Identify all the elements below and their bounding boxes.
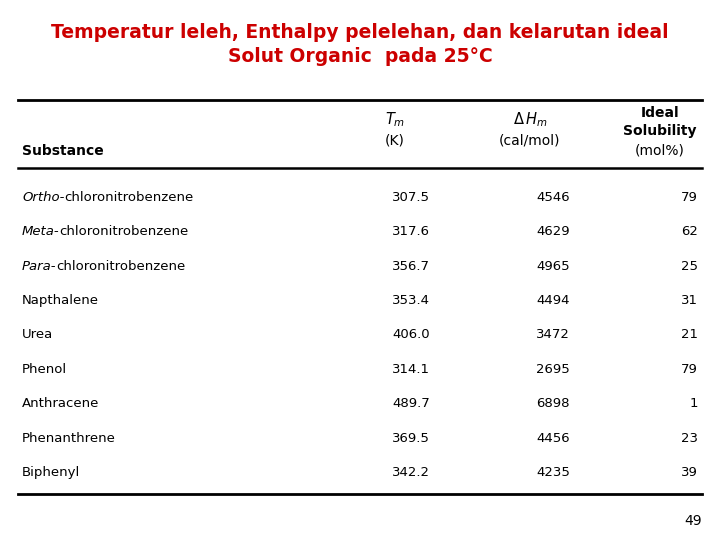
Text: 79: 79 <box>681 191 698 204</box>
Text: 4965: 4965 <box>536 260 570 273</box>
Text: 49: 49 <box>685 514 702 528</box>
Text: 406.0: 406.0 <box>392 328 430 341</box>
Text: 314.1: 314.1 <box>392 363 430 376</box>
Text: 489.7: 489.7 <box>392 397 430 410</box>
Text: 4546: 4546 <box>536 191 570 204</box>
Text: Urea: Urea <box>22 328 53 341</box>
Text: Anthracene: Anthracene <box>22 397 99 410</box>
Text: 307.5: 307.5 <box>392 191 430 204</box>
Text: chloronitrobenzene: chloronitrobenzene <box>60 225 189 238</box>
Text: 4629: 4629 <box>536 225 570 238</box>
Text: 4494: 4494 <box>536 294 570 307</box>
Text: 342.2: 342.2 <box>392 466 430 480</box>
Text: $\Delta\,H_m$: $\Delta\,H_m$ <box>513 110 547 129</box>
Text: 25: 25 <box>681 260 698 273</box>
Text: chloronitrobenzene: chloronitrobenzene <box>56 260 186 273</box>
Text: Solut Organic  pada 25°C: Solut Organic pada 25°C <box>228 46 492 65</box>
Text: Para-: Para- <box>22 260 56 273</box>
Text: 31: 31 <box>681 294 698 307</box>
Text: Phenol: Phenol <box>22 363 67 376</box>
Text: Solubility: Solubility <box>624 124 697 138</box>
Text: Phenanthrene: Phenanthrene <box>22 432 116 445</box>
Text: 23: 23 <box>681 432 698 445</box>
Text: chloronitrobenzene: chloronitrobenzene <box>64 191 194 204</box>
Text: 353.4: 353.4 <box>392 294 430 307</box>
Text: (cal/mol): (cal/mol) <box>499 134 561 148</box>
Text: (K): (K) <box>385 134 405 148</box>
Text: Ideal: Ideal <box>641 106 679 120</box>
Text: Temperatur leleh, Enthalpy pelelehan, dan kelarutan ideal: Temperatur leleh, Enthalpy pelelehan, da… <box>51 23 669 42</box>
Text: (mol%): (mol%) <box>635 144 685 158</box>
Text: 62: 62 <box>681 225 698 238</box>
Text: Ortho-: Ortho- <box>22 191 64 204</box>
Text: 317.6: 317.6 <box>392 225 430 238</box>
Text: Napthalene: Napthalene <box>22 294 99 307</box>
Text: $T_m$: $T_m$ <box>385 110 405 129</box>
Text: 79: 79 <box>681 363 698 376</box>
Text: 21: 21 <box>681 328 698 341</box>
Text: Meta-: Meta- <box>22 225 60 238</box>
Text: 4456: 4456 <box>536 432 570 445</box>
Text: 356.7: 356.7 <box>392 260 430 273</box>
Text: Biphenyl: Biphenyl <box>22 466 80 480</box>
Text: 6898: 6898 <box>536 397 570 410</box>
Text: 4235: 4235 <box>536 466 570 480</box>
Text: 1: 1 <box>690 397 698 410</box>
Text: 39: 39 <box>681 466 698 480</box>
Text: Substance: Substance <box>22 144 104 158</box>
Text: 2695: 2695 <box>536 363 570 376</box>
Text: 3472: 3472 <box>536 328 570 341</box>
Text: 369.5: 369.5 <box>392 432 430 445</box>
